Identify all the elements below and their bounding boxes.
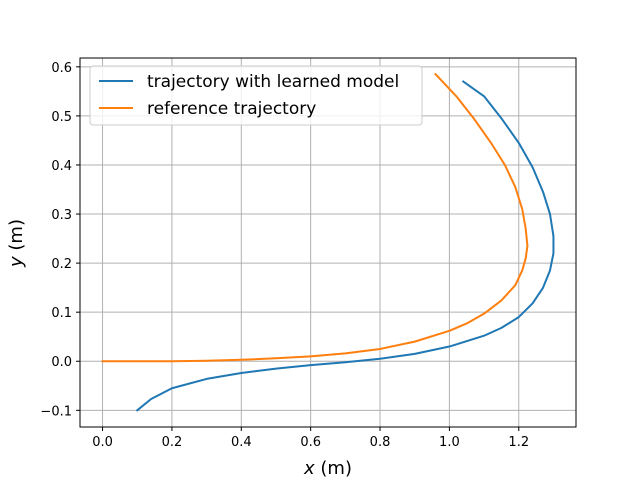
- x-tick-label: 1.2: [508, 435, 529, 450]
- y-axis-label-unit: (m): [6, 219, 27, 251]
- y-tick-label: 0.2: [51, 257, 72, 272]
- y-tick-label: 0.5: [51, 110, 72, 125]
- y-tick-label: 0.1: [51, 306, 72, 321]
- legend-label-reference: reference trajectory: [147, 99, 316, 119]
- reference-trajectory-line: [101, 72, 529, 363]
- x-axis-label-var: x: [303, 458, 315, 479]
- y-axis-label-var: y: [6, 256, 27, 268]
- x-tick-label: 0.0: [92, 435, 113, 450]
- legend: trajectory with learned model reference …: [89, 65, 423, 126]
- y-axis-ticks: −0.1 0.0 0.1 0.2 0.3 0.4 0.5 0.6: [40, 61, 80, 419]
- y-tick-label: 0.0: [51, 355, 72, 370]
- x-tick-label: 0.6: [300, 435, 321, 450]
- series-layer: [101, 72, 555, 412]
- y-tick-label: 0.3: [51, 208, 72, 223]
- x-tick-label: 0.8: [370, 435, 391, 450]
- x-tick-label: 0.2: [162, 435, 183, 450]
- x-axis-ticks: 0.0 0.2 0.4 0.6 0.8 1.0 1.2: [92, 427, 529, 450]
- trajectory-learned-model-line: [135, 80, 555, 412]
- y-axis-label: y (m): [6, 219, 27, 268]
- x-tick-label: 1.0: [439, 435, 460, 450]
- y-tick-label: 0.6: [51, 61, 72, 76]
- plot-frame: [79, 57, 577, 428]
- legend-label-learned: trajectory with learned model: [147, 72, 399, 92]
- y-tick-label: −0.1: [40, 404, 72, 419]
- x-tick-label: 0.4: [231, 435, 252, 450]
- x-axis-label-unit: (m): [320, 458, 352, 479]
- y-tick-label: 0.4: [51, 159, 72, 174]
- legend-box: [89, 65, 423, 126]
- x-axis-label: x (m): [303, 458, 352, 479]
